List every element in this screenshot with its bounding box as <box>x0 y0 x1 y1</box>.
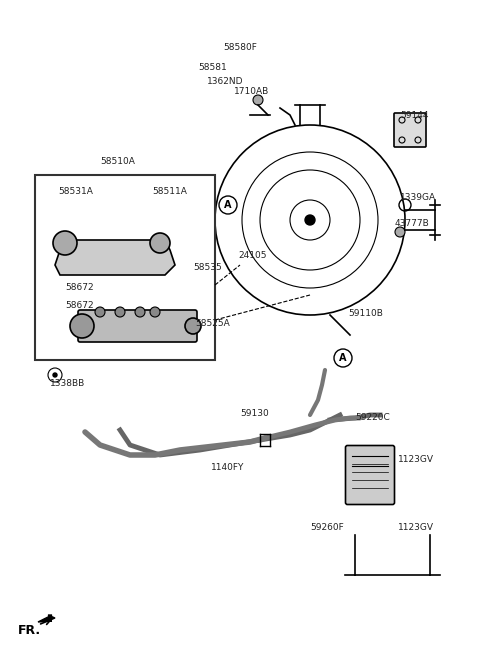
Text: 58672: 58672 <box>65 284 94 292</box>
Text: 58511A: 58511A <box>152 187 187 196</box>
Text: 58531A: 58531A <box>58 187 93 196</box>
Circle shape <box>305 215 315 225</box>
Text: 24105: 24105 <box>238 250 266 260</box>
Text: 1338BB: 1338BB <box>50 378 85 388</box>
Circle shape <box>70 314 94 338</box>
Text: 59110B: 59110B <box>348 309 383 317</box>
Circle shape <box>395 227 405 237</box>
Circle shape <box>150 307 160 317</box>
Text: 58525A: 58525A <box>195 319 230 327</box>
Text: FR.: FR. <box>18 623 41 637</box>
Circle shape <box>53 231 77 255</box>
Circle shape <box>185 318 201 334</box>
FancyBboxPatch shape <box>78 310 197 342</box>
FancyBboxPatch shape <box>346 445 395 505</box>
Bar <box>35 175 215 360</box>
Text: 58580F: 58580F <box>223 43 257 51</box>
Text: 58510A: 58510A <box>101 158 135 166</box>
Text: 1710AB: 1710AB <box>234 87 270 95</box>
Text: A: A <box>224 200 232 210</box>
Text: 59144: 59144 <box>400 110 429 120</box>
Circle shape <box>95 307 105 317</box>
Polygon shape <box>38 615 55 622</box>
Circle shape <box>135 307 145 317</box>
Text: 1123GV: 1123GV <box>398 522 434 532</box>
Text: 1140FY: 1140FY <box>211 463 245 472</box>
Text: 1339GA: 1339GA <box>400 193 436 202</box>
Text: 58535: 58535 <box>193 263 222 273</box>
FancyBboxPatch shape <box>394 113 426 147</box>
Text: 59260F: 59260F <box>310 522 344 532</box>
Circle shape <box>253 95 263 105</box>
Text: 1123GV: 1123GV <box>398 455 434 464</box>
Text: 59130: 59130 <box>240 409 269 417</box>
Text: A: A <box>339 353 347 363</box>
Circle shape <box>150 233 170 253</box>
Polygon shape <box>55 240 175 275</box>
Circle shape <box>115 307 125 317</box>
Text: 58581: 58581 <box>199 62 228 72</box>
Text: 58672: 58672 <box>65 302 94 311</box>
Text: 59220C: 59220C <box>355 413 390 422</box>
Text: 43777B: 43777B <box>395 219 430 229</box>
Circle shape <box>53 373 57 377</box>
Text: 1362ND: 1362ND <box>207 76 243 85</box>
